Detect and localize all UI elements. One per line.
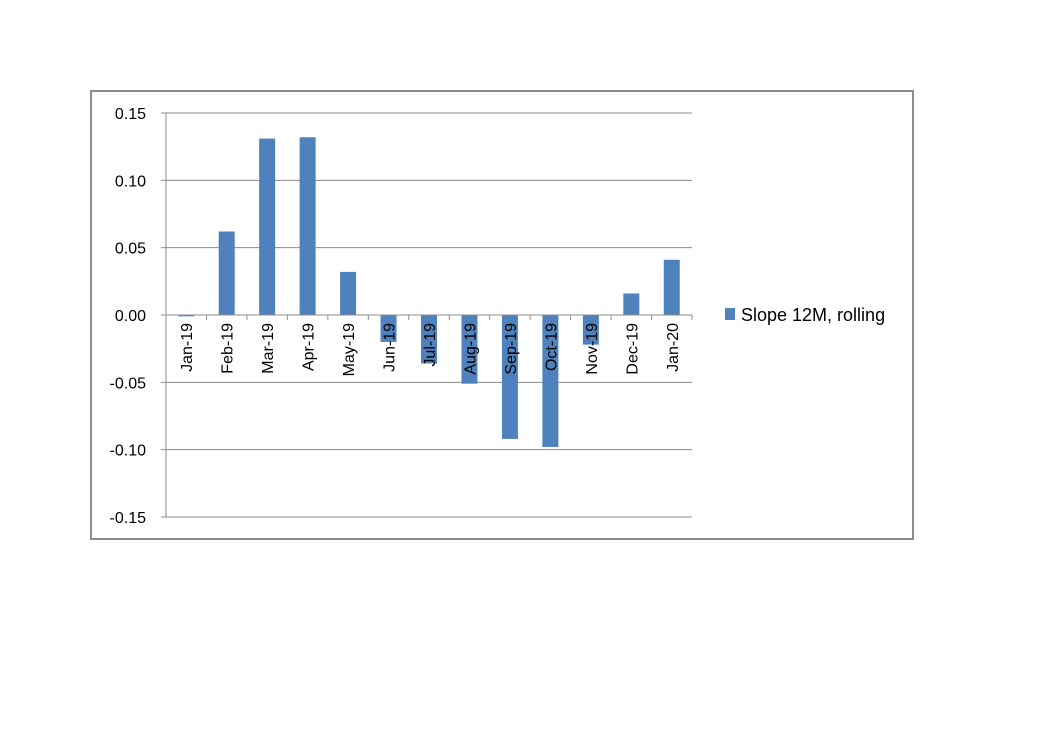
x-tick-label: Dec-19 bbox=[624, 323, 641, 375]
gridlines bbox=[166, 112, 692, 518]
x-tick-label: Feb-19 bbox=[220, 323, 237, 374]
x-tick-label: Apr-19 bbox=[301, 323, 318, 371]
bar bbox=[380, 315, 397, 342]
x-tick-label: Jan-20 bbox=[665, 323, 682, 372]
bars bbox=[178, 137, 680, 447]
bar bbox=[582, 315, 599, 345]
legend-label: Slope 12M, rolling bbox=[741, 305, 885, 325]
legend: Slope 12M, rolling bbox=[725, 305, 885, 325]
bar bbox=[501, 315, 518, 439]
x-tick-label: May-19 bbox=[341, 323, 358, 376]
x-axis-ticks: Jan-19 Feb-19 Mar-19 Apr-19 May-19 Jun-19 Jul-… bbox=[179, 315, 693, 376]
x-tick-label: Jul-19 bbox=[422, 323, 439, 367]
x-tick-label: Nov-19 bbox=[584, 323, 601, 375]
bar bbox=[461, 315, 478, 384]
y-tick-label: 0.15 bbox=[115, 106, 146, 123]
bar bbox=[421, 315, 437, 364]
bar bbox=[259, 138, 276, 315]
legend-swatch bbox=[725, 308, 735, 320]
bar bbox=[218, 231, 235, 315]
bar bbox=[178, 315, 195, 317]
y-tick-label: -0.15 bbox=[110, 510, 147, 527]
bar bbox=[663, 259, 680, 315]
y-tick-label: -0.10 bbox=[110, 443, 147, 460]
bar bbox=[623, 293, 640, 315]
x-tick-label: Oct-19 bbox=[543, 323, 560, 371]
x-tick-label: Aug-19 bbox=[462, 323, 479, 375]
y-tick-label: 0.05 bbox=[115, 241, 146, 258]
bar bbox=[542, 315, 559, 447]
bar bbox=[299, 137, 316, 315]
x-tick-label: Mar-19 bbox=[260, 323, 277, 374]
bar bbox=[340, 271, 357, 315]
y-axis-ticks: -0.15 -0.10 -0.05 0.00 0.05 0.10 0.15 bbox=[110, 106, 166, 527]
x-tick-label: Jun-19 bbox=[382, 323, 399, 372]
y-tick-label: 0.00 bbox=[115, 308, 146, 325]
y-tick-label: 0.10 bbox=[115, 173, 146, 190]
y-tick-label: -0.05 bbox=[110, 375, 147, 392]
x-tick-label: Sep-19 bbox=[503, 323, 520, 375]
x-tick-label: Jan-19 bbox=[179, 323, 196, 372]
